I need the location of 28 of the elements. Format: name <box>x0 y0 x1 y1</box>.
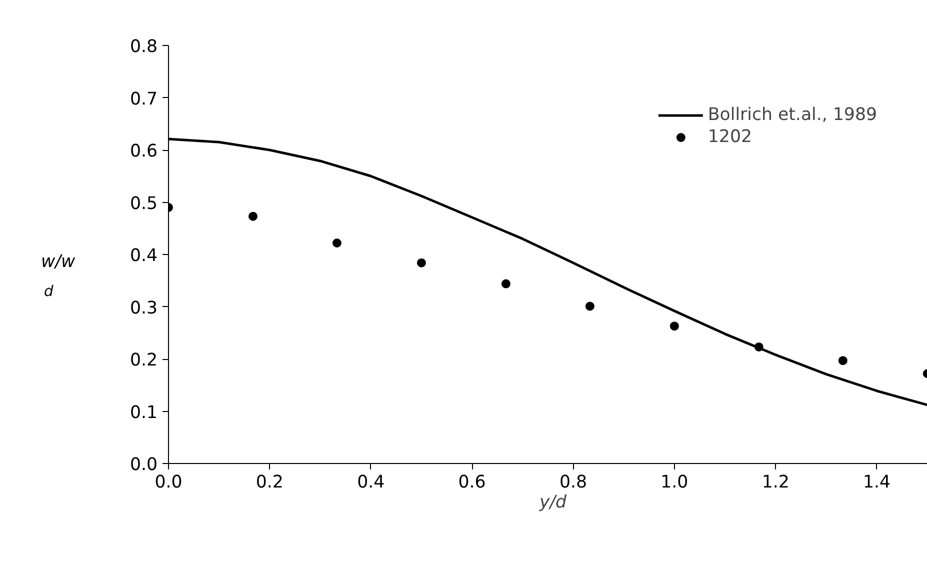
x-tick-label: 1.4 <box>863 472 891 492</box>
x-tick-label: 0.4 <box>357 472 385 492</box>
x-tick-label: 0.0 <box>154 472 182 492</box>
point <box>248 212 258 221</box>
x-axis-title: y/d <box>538 492 568 512</box>
point <box>838 356 848 366</box>
y-tick-label: 0.7 <box>130 89 158 110</box>
point <box>332 238 342 248</box>
y-tick-label: 0.1 <box>130 402 158 423</box>
y-tick-label: 0.0 <box>130 455 158 475</box>
x-tick-label: 0.2 <box>256 472 284 492</box>
y-tick-label: 0.8 <box>130 37 158 57</box>
y-tick-label: 0.2 <box>130 350 158 370</box>
point <box>501 279 510 288</box>
point <box>585 302 594 311</box>
legend-label: Bollrich et.al., 1989 <box>708 105 877 125</box>
point <box>670 322 679 331</box>
y-tick-label: 0.6 <box>130 142 158 162</box>
point <box>416 258 426 268</box>
legend-label: 1202 <box>708 127 752 147</box>
x-tick-label: 1.2 <box>762 472 790 492</box>
x-tick-label: 1.0 <box>660 472 688 492</box>
y-tick-label: 0.3 <box>130 298 158 318</box>
y-tick-label: 0.4 <box>130 246 158 266</box>
x-tick-label: 0.8 <box>559 472 588 492</box>
point <box>754 342 764 352</box>
x-tick-label: 0.6 <box>458 472 486 492</box>
y-tick-label: 0.5 <box>130 194 158 214</box>
